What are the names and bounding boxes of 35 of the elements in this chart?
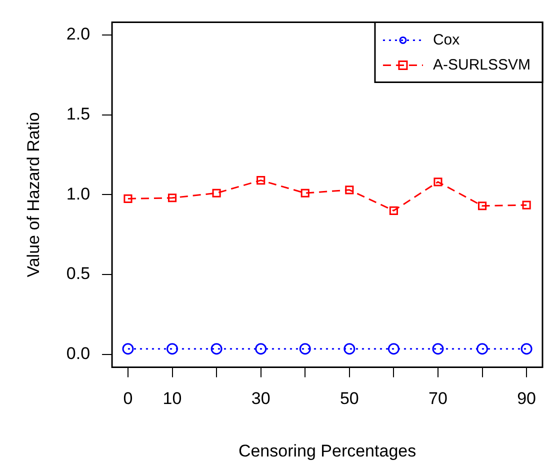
x-tick-label: 0 xyxy=(123,389,133,408)
x-tick-label: 90 xyxy=(517,389,536,408)
y-tick-label: 0.5 xyxy=(66,264,90,284)
point xyxy=(344,343,356,355)
point xyxy=(300,188,310,198)
point xyxy=(478,202,487,210)
point xyxy=(122,343,134,355)
y-axis-title: Value of Hazard Ratio xyxy=(24,112,43,278)
point xyxy=(520,343,532,355)
point xyxy=(166,343,178,355)
point xyxy=(432,343,444,355)
point xyxy=(212,188,221,198)
point xyxy=(299,343,311,355)
x-axis-title: Censoring Percentages xyxy=(238,441,416,460)
point xyxy=(476,343,488,355)
y-tick-label: 0.0 xyxy=(66,344,90,364)
point xyxy=(210,343,222,355)
x-tick-label: 10 xyxy=(162,389,182,408)
y-tick-label: 1.0 xyxy=(66,184,90,204)
y-tick-label: 1.5 xyxy=(66,104,90,124)
point xyxy=(522,200,531,210)
y-tick-label: 2.0 xyxy=(66,24,90,44)
point xyxy=(168,194,177,202)
point xyxy=(256,176,266,185)
point xyxy=(345,186,354,194)
point xyxy=(124,194,132,203)
x-tick-label: 50 xyxy=(340,389,359,408)
x-tick-label: 30 xyxy=(251,389,270,408)
point xyxy=(255,343,267,355)
legend-label: Cox xyxy=(432,31,460,48)
legend-label: A-SURLSSVM xyxy=(432,56,531,74)
point xyxy=(434,178,442,186)
x-tick-label: 70 xyxy=(428,389,448,408)
point xyxy=(389,206,398,215)
point xyxy=(388,343,400,355)
